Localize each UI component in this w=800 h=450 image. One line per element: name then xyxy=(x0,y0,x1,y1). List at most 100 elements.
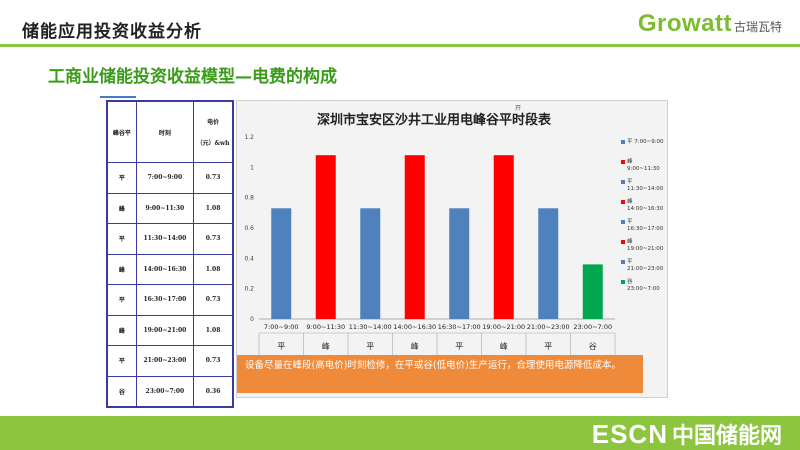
legend-swatch xyxy=(621,180,625,184)
group-label: 谷 xyxy=(589,342,597,351)
table-row: 峰 19:00~21:00 1.08 xyxy=(106,314,234,346)
slide-subtitle: 工商业储能投资收益模型—电费的构成 xyxy=(48,67,337,87)
tou-price-table: 峰谷平 时刻 电价 （元）&wh 平 7:00~9:00 0.73 峰 9:00~11:… xyxy=(106,100,234,408)
cell-period: 平 xyxy=(106,284,137,316)
y-tick-label: 0.6 xyxy=(244,225,254,232)
y-tick-label: 1 xyxy=(250,164,254,171)
group-label: 平 xyxy=(277,342,285,351)
x-tick-label: 16:30~17:00 xyxy=(438,323,481,331)
escn-logo-text: ESCN xyxy=(591,418,668,449)
legend-label: 峰 19:00~21:00 xyxy=(627,239,664,252)
chart-panel: 深圳市宝安区沙井工业用电峰谷平时段表 开 0 0.2 0.4 0.6 0.8 1 1.2 7:… xyxy=(236,100,668,398)
cell-period: 峰 xyxy=(106,314,137,346)
legend-item: 平 21:00~23:00 xyxy=(621,259,667,273)
y-tick-label: 0.8 xyxy=(244,195,254,202)
cell-period: 平 xyxy=(106,345,137,377)
table-row: 峰 9:00~11:30 1.08 xyxy=(106,192,234,224)
cell-price: 1.08 xyxy=(193,192,234,224)
group-label: 平 xyxy=(366,342,374,351)
header-time: 时刻 xyxy=(135,100,195,163)
page-title: 储能应用投资收益分析 xyxy=(22,22,202,42)
legend-label: 平 7:00~9:00 xyxy=(627,139,664,145)
legend-item: 平 11:30~14:00 xyxy=(621,179,667,193)
legend-label: 峰 9:00~11:30 xyxy=(627,159,660,172)
legend-swatch xyxy=(621,240,625,244)
table-header-row: 峰谷平 时刻 电价 （元）&wh xyxy=(106,100,234,163)
cell-period: 峰 xyxy=(106,253,137,285)
legend-swatch xyxy=(621,220,625,224)
cell-price: 1.08 xyxy=(193,253,234,285)
legend-item: 峰 19:00~21:00 xyxy=(621,239,667,253)
cell-period: 平 xyxy=(106,223,137,255)
legend-item: 峰 14:00~16:30 xyxy=(621,199,667,213)
x-tick-label: 11:30~14:00 xyxy=(349,323,392,331)
bar xyxy=(315,155,336,319)
bar xyxy=(493,155,514,319)
escn-logo: ESCN 中国储能网 xyxy=(592,418,782,450)
table-row: 平 16:30~17:00 0.73 xyxy=(106,284,234,316)
chart-title: 深圳市宝安区沙井工业用电峰谷平时段表 xyxy=(317,113,552,128)
bar xyxy=(404,155,425,319)
escn-logo-cn: 中国储能网 xyxy=(671,424,782,449)
bar xyxy=(449,208,470,319)
x-tick-label: 19:00~21:00 xyxy=(482,323,525,331)
legend-swatch xyxy=(621,200,625,204)
legend-label: 谷 23:00~7:00 xyxy=(627,279,660,292)
group-label: 平 xyxy=(544,342,552,351)
cell-price: 0.73 xyxy=(193,345,234,377)
table-row: 平 7:00~9:00 0.73 xyxy=(106,162,234,194)
legend-label: 峰 14:00~16:30 xyxy=(627,199,664,212)
x-tick-label: 21:00~23:00 xyxy=(527,323,570,331)
cell-time: 19:00~21:00 xyxy=(135,314,195,346)
accent-mark xyxy=(100,96,136,98)
cell-period: 谷 xyxy=(106,375,137,408)
cell-time: 14:00~16:30 xyxy=(135,253,195,285)
x-tick-label: 14:00~16:30 xyxy=(393,323,436,331)
group-label: 平 xyxy=(455,342,463,351)
y-tick-label: 1.2 xyxy=(244,134,254,141)
bar-chart: 0 0.2 0.4 0.6 0.8 1 1.2 7:00~9:00 平 9:00~11:30 峰 11… xyxy=(244,134,616,355)
bar xyxy=(271,208,292,319)
cell-period: 峰 xyxy=(106,192,137,224)
group-label: 峰 xyxy=(500,341,508,351)
legend-label: 平 16:30~17:00 xyxy=(627,219,664,232)
header-price-label: 电价 xyxy=(207,119,220,126)
legend-item: 谷 23:00~7:00 xyxy=(621,279,667,293)
header-price-unit: （元）&wh xyxy=(196,140,230,147)
cell-price: 0.73 xyxy=(193,223,234,255)
x-tick-label: 7:00~9:00 xyxy=(264,323,299,331)
legend-swatch xyxy=(621,280,625,284)
group-label: 峰 xyxy=(411,341,419,351)
x-tick-label: 9:00~11:30 xyxy=(306,323,345,331)
bar xyxy=(582,264,603,319)
cell-price: 0.36 xyxy=(193,375,234,408)
header-price: 电价 （元）&wh xyxy=(193,100,234,163)
cell-time: 7:00~9:00 xyxy=(135,162,195,194)
y-tick-label: 0 xyxy=(250,316,254,323)
bar xyxy=(538,208,559,319)
header-period: 峰谷平 xyxy=(106,100,137,163)
cell-time: 23:00~7:00 xyxy=(135,375,195,408)
cell-time: 11:30~14:00 xyxy=(135,223,195,255)
cell-price: 1.08 xyxy=(193,314,234,346)
bar xyxy=(360,208,381,319)
logo-cn-text: 古瑞瓦特 xyxy=(733,20,782,34)
chart-note: 设备尽量在峰段(高电价)时刻检修，在平或谷(低电价)生产运行，合理使用电源降低成… xyxy=(237,355,643,393)
table-row: 谷 23:00~7:00 0.36 xyxy=(106,375,234,408)
legend-item: 平 16:30~17:00 xyxy=(621,219,667,233)
legend-swatch xyxy=(621,260,625,264)
legend-item: 平 7:00~9:00 xyxy=(621,139,667,146)
y-tick-label: 0.2 xyxy=(244,286,254,293)
x-tick-label: 23:00~7:00 xyxy=(573,323,612,331)
legend-item: 峰 9:00~11:30 xyxy=(621,159,667,173)
chart-title-mark: 开 xyxy=(515,105,522,112)
table-row: 平 11:30~14:00 0.73 xyxy=(106,223,234,255)
cell-time: 21:00~23:00 xyxy=(135,345,195,377)
group-label: 峰 xyxy=(322,341,330,351)
legend-swatch xyxy=(621,140,625,144)
cell-price: 0.73 xyxy=(193,284,234,316)
cell-time: 9:00~11:30 xyxy=(135,192,195,224)
legend-label: 平 11:30~14:00 xyxy=(627,179,664,192)
cell-period: 平 xyxy=(106,162,137,194)
header-divider xyxy=(0,44,800,47)
